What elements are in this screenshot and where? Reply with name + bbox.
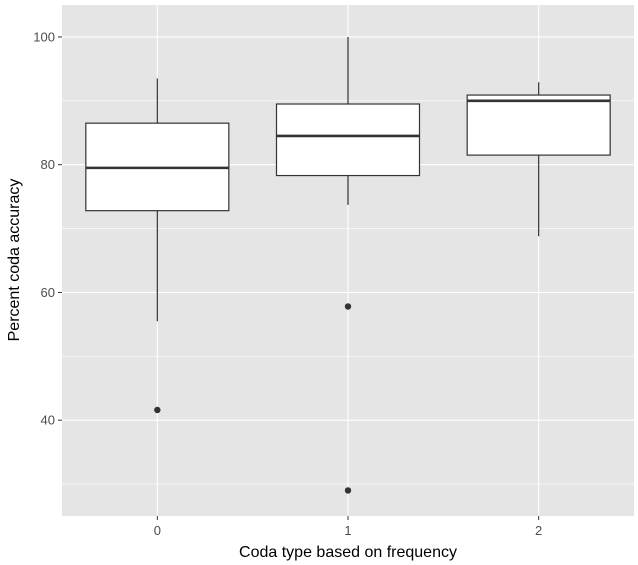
y-axis-ticks: 40 60 80 100: [33, 29, 62, 428]
box-0: [85, 78, 230, 414]
y-tick-label: 60: [41, 285, 55, 300]
box-body: [466, 94, 611, 156]
outlier-point: [154, 406, 161, 414]
y-axis-title: Percent coda accuracy: [6, 179, 23, 342]
y-tick-label: 100: [33, 29, 55, 44]
x-tick-label: 2: [535, 523, 542, 538]
x-tick-label: 0: [154, 523, 161, 538]
outlier-point: [344, 487, 352, 494]
x-axis-ticks: 0 1 2: [154, 516, 542, 538]
box-1: [275, 36, 421, 494]
box-2: [466, 82, 611, 237]
box-body: [275, 103, 421, 177]
x-tick-label: 1: [344, 523, 351, 538]
boxes: [85, 36, 611, 494]
y-tick-label: 80: [41, 157, 55, 172]
y-tick-label: 40: [41, 413, 55, 428]
x-axis-title: Coda type based on frequency: [239, 544, 457, 561]
outlier-point: [344, 303, 352, 310]
